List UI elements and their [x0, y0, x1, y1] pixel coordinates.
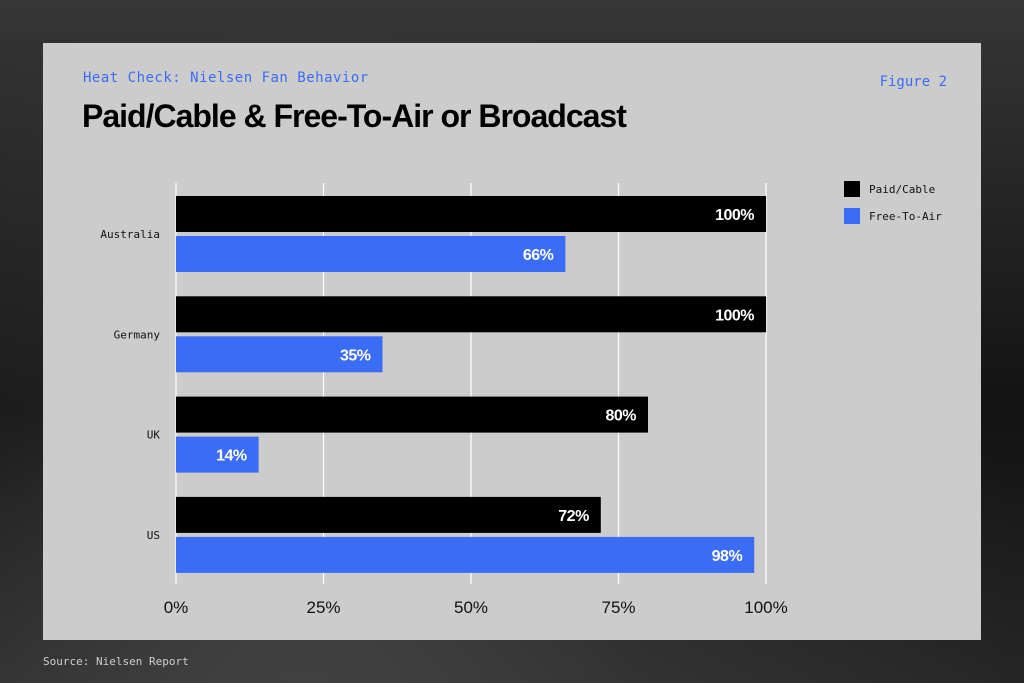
chart-panel: Heat Check: Nielsen Fan Behavior Figure … [43, 43, 981, 640]
bar-paid-cable-uk [176, 396, 648, 433]
data-label: 14% [216, 448, 247, 465]
bar-free-to-air-us [176, 536, 755, 573]
category-label: Australia [100, 228, 160, 241]
bar-paid-cable-germany [176, 296, 766, 333]
x-tick-label: 100% [744, 598, 787, 617]
data-label: 35% [340, 347, 371, 364]
bar-free-to-air-germany [176, 336, 383, 373]
chart-title: Paid/Cable & Free-To-Air or Broadcast [82, 98, 627, 134]
x-tick-label: 0% [164, 598, 189, 617]
bar-chart: 100% 66% Australia 100% 35% Germany 80% 14% UK 72… [100, 181, 942, 617]
source-note: Source: Nielsen Report [43, 655, 189, 668]
category-label: Germany [114, 328, 161, 341]
figure-label: Figure 2 [879, 74, 947, 90]
x-tick-label: 75% [601, 598, 635, 617]
category-label: UK [147, 429, 161, 442]
data-label: 66% [523, 247, 554, 264]
legend-label: Paid/Cable [869, 183, 935, 196]
x-tick-label: 25% [306, 598, 340, 617]
data-label: 98% [712, 548, 743, 565]
legend-swatch [844, 208, 860, 224]
data-label: 72% [558, 508, 589, 525]
category-label: US [147, 529, 160, 542]
bar-paid-cable-us [176, 496, 601, 533]
legend-swatch [844, 181, 860, 197]
bar-free-to-air-uk [176, 436, 259, 473]
bar-free-to-air-australia [176, 236, 566, 272]
x-tick-label: 50% [454, 598, 488, 617]
bar-paid-cable-australia [176, 196, 766, 232]
data-label: 100% [715, 307, 754, 324]
kicker-text: Heat Check: Nielsen Fan Behavior [83, 70, 369, 86]
data-label: 80% [605, 408, 636, 425]
legend-label: Free-To-Air [869, 210, 942, 223]
data-label: 100% [715, 207, 754, 224]
